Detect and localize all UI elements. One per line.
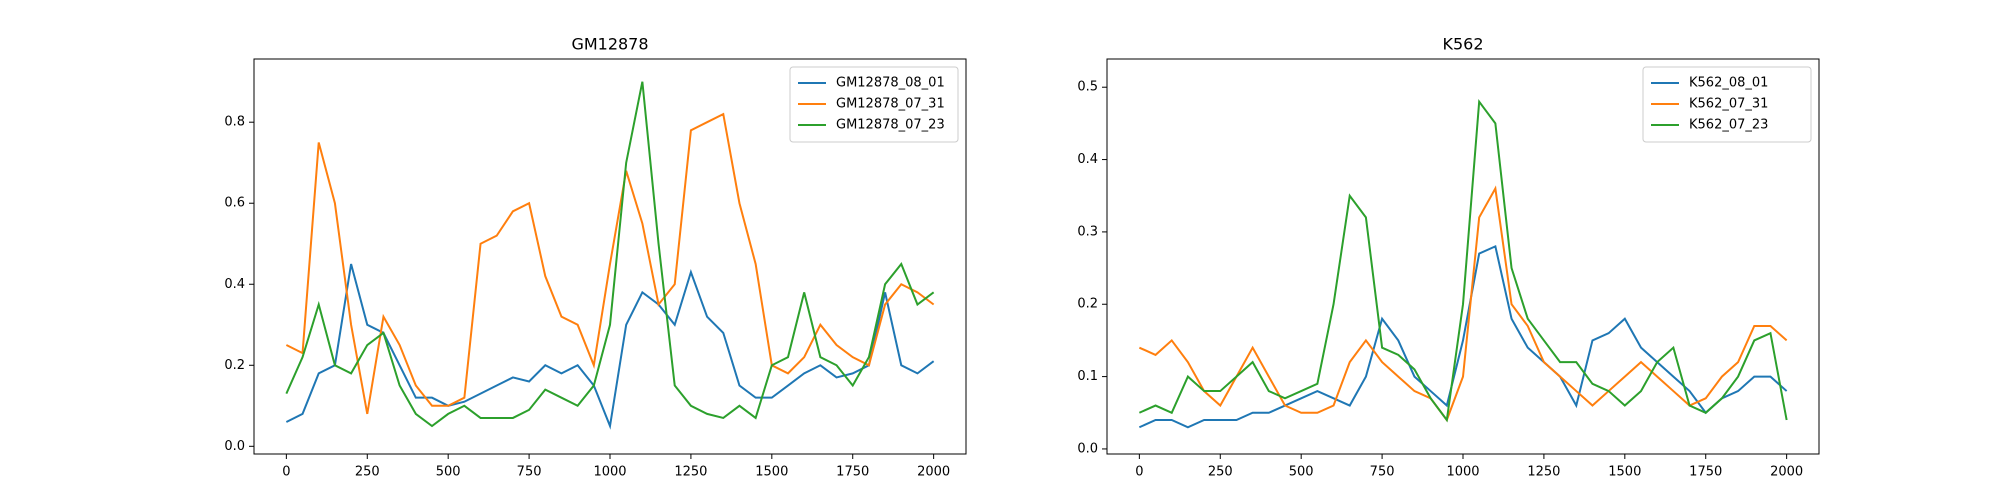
- x-tick-label: 1250: [1527, 465, 1560, 480]
- line-series: [285, 81, 935, 428]
- x-tick-label: 1000: [593, 465, 626, 480]
- y-tick-label: 0.5: [1077, 80, 1098, 95]
- line-series: [285, 112, 935, 415]
- legend: GM12878_08_01 GM12878_07_31 GM12878_07_23: [789, 66, 959, 143]
- x-tick-label: 250: [355, 465, 380, 480]
- subplot: K562 0 250 500 750 1000 1250 1500 1750 2000 0.0 0.1…: [1077, 35, 1820, 480]
- y-tick-label: 0.0: [224, 439, 245, 454]
- y-tick-label: 0.6: [224, 196, 245, 211]
- axes-frame: [253, 58, 967, 455]
- legend-label: K562_07_23: [1689, 118, 1768, 133]
- x-tick-label: 500: [436, 465, 461, 480]
- chart-title: K562: [1442, 35, 1483, 54]
- x-tick-label: 0: [1135, 465, 1143, 480]
- x-tick-label: 2000: [917, 465, 950, 480]
- y-tick-label: 0.4: [1077, 152, 1098, 167]
- x-tick-label: 2000: [1770, 465, 1803, 480]
- y-tick-label: 0.0: [1077, 441, 1098, 456]
- legend-label: K562_08_01: [1689, 76, 1768, 91]
- x-tick-label: 1500: [755, 465, 788, 480]
- line-series: [1138, 98, 1788, 423]
- x-tick-label: 1250: [674, 465, 707, 480]
- x-tick-label: 750: [1370, 465, 1395, 480]
- x-tick-label: 0: [282, 465, 290, 480]
- y-tick-label: 0.8: [224, 115, 245, 130]
- subplot: GM12878 0 250 500 750 1000 1250 1500 1750 2000 0.0…: [224, 35, 967, 480]
- y-tick-label: 0.3: [1077, 224, 1098, 239]
- line-series: [285, 263, 935, 430]
- x-tick-label: 500: [1289, 465, 1314, 480]
- x-tick-label: 250: [1208, 465, 1233, 480]
- y-tick-label: 0.4: [224, 277, 245, 292]
- y-tick-label: 0.1: [1077, 369, 1098, 384]
- y-tick-label: 0.2: [224, 358, 245, 373]
- line-series: [1138, 185, 1788, 423]
- x-tick-label: 1500: [1608, 465, 1641, 480]
- legend-box: [1642, 66, 1812, 143]
- legend-label: GM12878_08_01: [836, 76, 945, 91]
- legend-box: [789, 66, 959, 143]
- legend: K562_08_01 K562_07_31 K562_07_23: [1642, 66, 1812, 143]
- chart-title: GM12878: [571, 35, 648, 54]
- legend-label: GM12878_07_23: [836, 118, 945, 133]
- x-tick-label: 750: [517, 465, 542, 480]
- legend-label: GM12878_07_31: [836, 97, 945, 112]
- x-tick-label: 1750: [836, 465, 869, 480]
- line-series: [1138, 244, 1788, 429]
- legend-label: K562_07_31: [1689, 97, 1768, 112]
- y-tick-label: 0.2: [1077, 297, 1098, 312]
- axes-frame: [1106, 58, 1820, 455]
- x-tick-label: 1750: [1689, 465, 1722, 480]
- x-tick-label: 1000: [1446, 465, 1479, 480]
